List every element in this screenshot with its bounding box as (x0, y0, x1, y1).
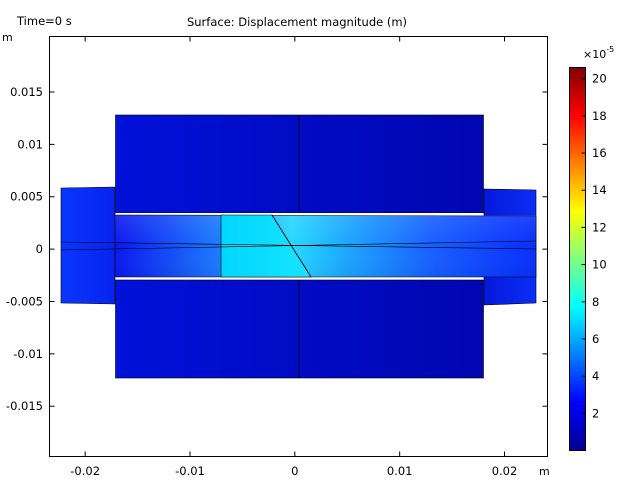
colorbar-tick-label: 10 (592, 258, 607, 272)
colorbar-exponent: ×10-5 (583, 45, 614, 61)
upper-block-region (115, 114, 484, 214)
lower-block-region (115, 279, 484, 379)
colorbar-tick-label: 20 (592, 72, 607, 86)
colorbar-tick-label: 2 (592, 406, 599, 420)
insert-diagonal (271, 214, 312, 278)
time-label: Time=0 s (16, 14, 72, 28)
colorbar-ticks: 2 4 6 8 10 12 14 16 18 20 (581, 72, 607, 420)
colorbar-tick-label: 16 (592, 146, 607, 160)
y-tick-label: -0.01 (13, 347, 43, 361)
x-tick-label: -0.01 (175, 464, 205, 478)
beam-midline-b (60, 240, 537, 251)
left-arm-region (60, 186, 116, 305)
x-tick-label: 0.01 (387, 464, 413, 478)
colorbar-gradient (569, 67, 586, 451)
plot-title: Surface: Displacement magnitude (m) (187, 15, 407, 29)
x-axis-unit: m (539, 465, 550, 478)
x-tick-label: -0.02 (70, 464, 100, 478)
x-axis: -0.02 -0.01 0 0.01 0.02 (70, 36, 518, 478)
x-tick-label: 0 (291, 464, 298, 478)
gap-upper (116, 213, 483, 216)
x-tick-label: 0.02 (492, 464, 518, 478)
y-tick-label: 0.015 (10, 85, 43, 99)
y-tick-label: -0.015 (6, 399, 43, 413)
y-axis: 0.015 0.01 0.005 0 -0.005 -0.01 -0.015 (6, 85, 548, 413)
y-tick-label: 0.01 (17, 137, 43, 151)
colorbar-exponent-base: ×10 (583, 48, 606, 61)
gap-lower (116, 277, 483, 280)
colorbar-tick-label: 6 (592, 332, 599, 346)
y-tick-label: 0 (36, 242, 43, 256)
colorbar-tick-label: 4 (592, 369, 599, 383)
colorbar-exponent-power: -5 (606, 45, 614, 54)
colorbar-tick-label: 18 (592, 109, 607, 123)
colorbar: ×10-5 2 4 6 8 10 12 14 16 18 20 (569, 45, 614, 451)
colorbar-tick-label: 12 (592, 220, 607, 234)
y-axis-unit: m (2, 31, 13, 44)
y-tick-label: 0.005 (10, 190, 43, 204)
colorbar-tick-label: 14 (592, 183, 607, 197)
geometry-surfaces (60, 114, 537, 379)
colorbar-tick-label: 8 (592, 295, 599, 309)
y-tick-label: -0.005 (6, 294, 43, 308)
